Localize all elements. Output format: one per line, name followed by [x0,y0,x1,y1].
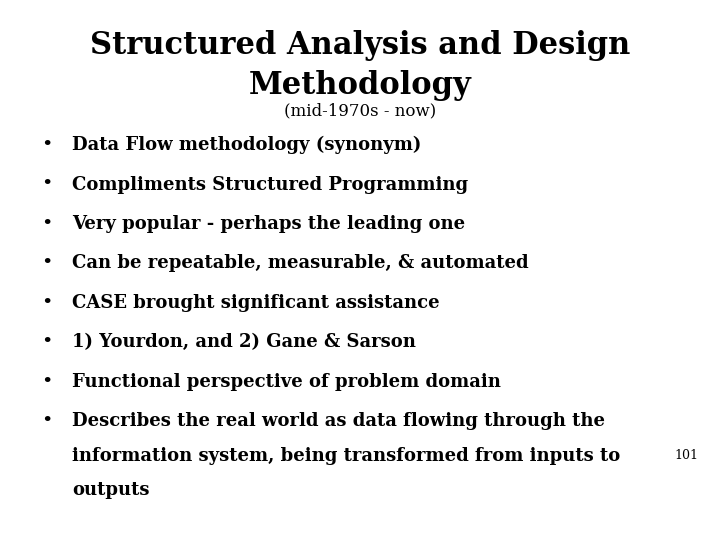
Text: •: • [41,412,53,430]
Text: Functional perspective of problem domain: Functional perspective of problem domain [72,373,501,390]
Text: Data Flow methodology (synonym): Data Flow methodology (synonym) [72,136,421,154]
Text: 1) Yourdon, and 2) Gane & Sarson: 1) Yourdon, and 2) Gane & Sarson [72,333,416,351]
Text: •: • [41,254,53,272]
Text: Methodology: Methodology [248,70,472,101]
Text: outputs: outputs [72,481,150,500]
Text: Describes the real world as data flowing through the: Describes the real world as data flowing… [72,412,605,430]
Text: •: • [41,294,53,312]
Text: CASE brought significant assistance: CASE brought significant assistance [72,294,440,312]
Text: •: • [41,333,53,351]
Text: Structured Analysis and Design: Structured Analysis and Design [90,30,630,60]
Text: Compliments Structured Programming: Compliments Structured Programming [72,176,468,193]
Text: •: • [41,136,53,154]
Text: •: • [41,215,53,233]
Text: 101: 101 [675,449,698,462]
Text: information system, being transformed from inputs to: information system, being transformed fr… [72,447,620,465]
Text: Very popular - perhaps the leading one: Very popular - perhaps the leading one [72,215,465,233]
Text: (mid-1970s - now): (mid-1970s - now) [284,103,436,119]
Text: Can be repeatable, measurable, & automated: Can be repeatable, measurable, & automat… [72,254,528,272]
Text: •: • [41,373,53,390]
Text: •: • [41,176,53,193]
